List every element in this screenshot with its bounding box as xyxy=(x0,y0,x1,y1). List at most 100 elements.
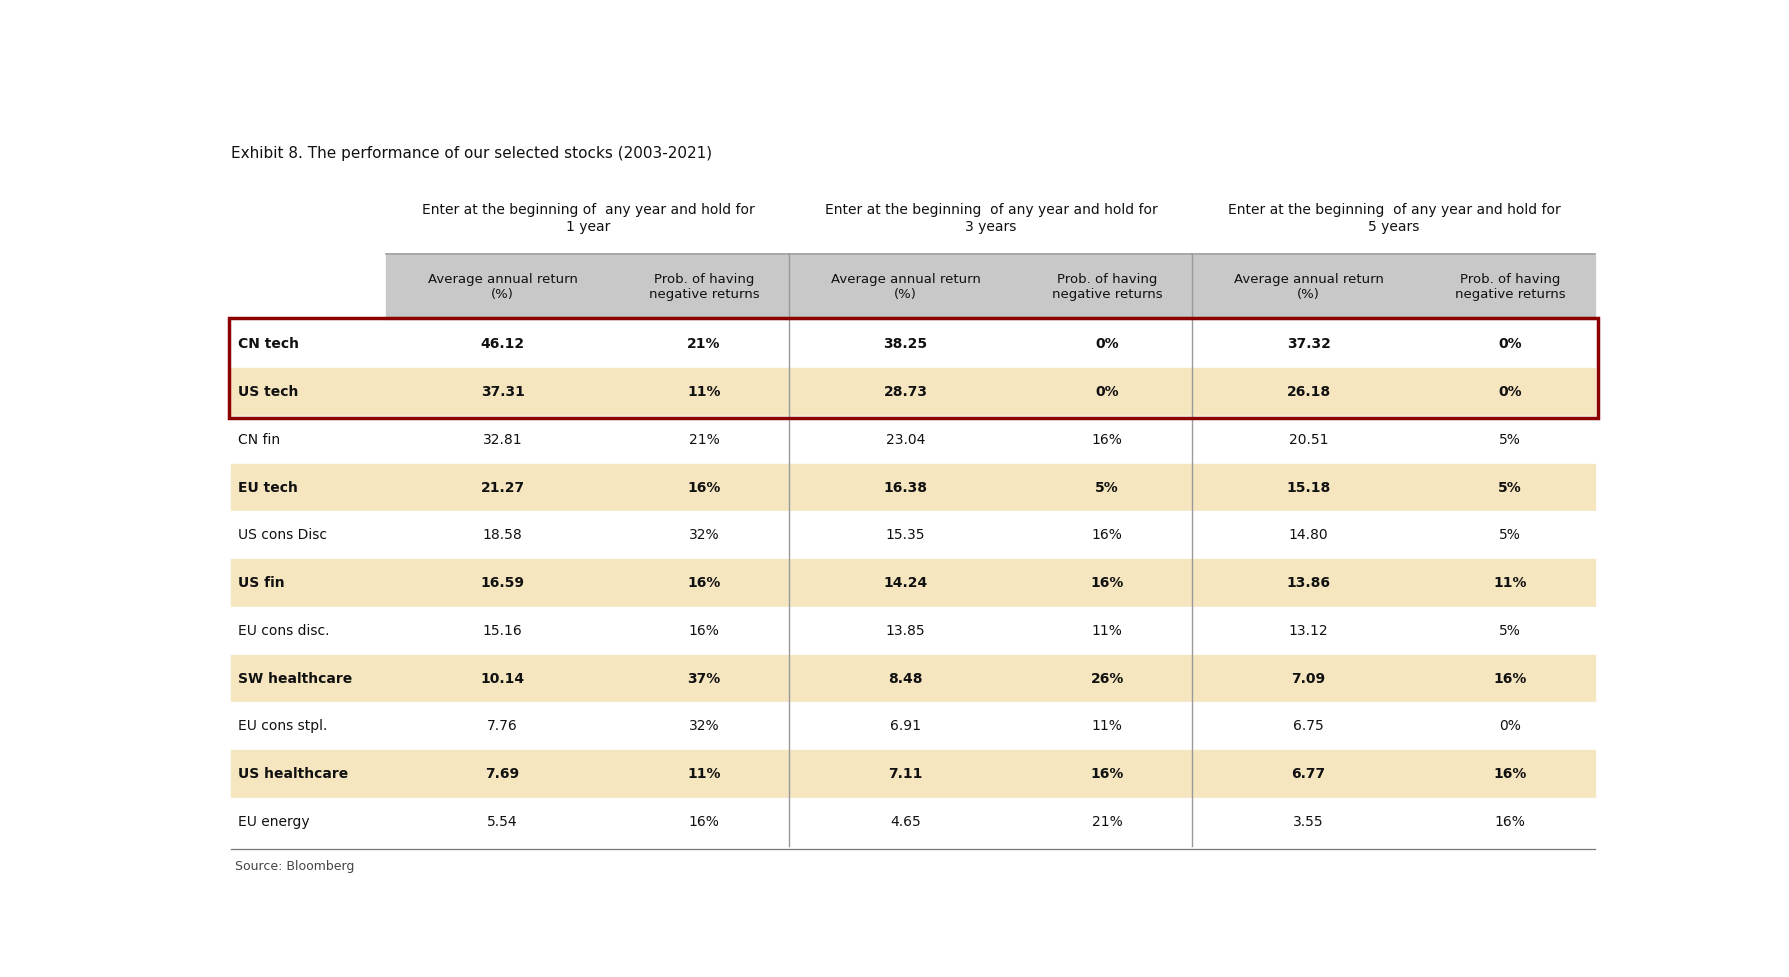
Text: 28.73: 28.73 xyxy=(884,385,928,400)
Text: 16%: 16% xyxy=(1091,433,1122,446)
Bar xyxy=(231,464,1596,512)
Bar xyxy=(231,416,1596,464)
Text: 14.80: 14.80 xyxy=(1288,529,1329,542)
Text: 5.54: 5.54 xyxy=(487,815,519,828)
Text: 0%: 0% xyxy=(1095,337,1118,352)
Text: 37.32: 37.32 xyxy=(1286,337,1331,352)
Text: 16%: 16% xyxy=(1494,815,1526,828)
Bar xyxy=(231,750,1596,798)
Text: 5%: 5% xyxy=(1499,624,1521,638)
Bar xyxy=(231,607,1596,655)
Text: 7.09: 7.09 xyxy=(1292,671,1326,686)
Text: Enter at the beginning  of any year and hold for
5 years: Enter at the beginning of any year and h… xyxy=(1227,203,1560,234)
Text: Prob. of having
negative returns: Prob. of having negative returns xyxy=(1454,273,1565,301)
Text: 16.38: 16.38 xyxy=(884,481,928,494)
Text: EU cons stpl.: EU cons stpl. xyxy=(238,719,327,734)
Text: 11%: 11% xyxy=(1091,719,1122,734)
Text: 16%: 16% xyxy=(1091,576,1123,590)
Text: 21.27: 21.27 xyxy=(481,481,524,494)
Text: 26%: 26% xyxy=(1091,671,1123,686)
Text: SW healthcare: SW healthcare xyxy=(238,671,352,686)
Text: 0%: 0% xyxy=(1499,719,1521,734)
Text: Source: Bloomberg: Source: Bloomberg xyxy=(234,861,354,873)
Text: 8.48: 8.48 xyxy=(889,671,923,686)
Text: 7.11: 7.11 xyxy=(889,767,923,781)
Text: 0%: 0% xyxy=(1095,385,1118,400)
Text: 3.55: 3.55 xyxy=(1293,815,1324,828)
Text: 10.14: 10.14 xyxy=(481,671,524,686)
Text: 0%: 0% xyxy=(1499,385,1522,400)
Text: 13.86: 13.86 xyxy=(1286,576,1331,590)
Text: Prob. of having
negative returns: Prob. of having negative returns xyxy=(649,273,760,301)
Text: Enter at the beginning  of any year and hold for
3 years: Enter at the beginning of any year and h… xyxy=(825,203,1157,234)
Text: 16%: 16% xyxy=(689,815,719,828)
Bar xyxy=(231,559,1596,607)
Text: 0%: 0% xyxy=(1499,337,1522,352)
Text: 15.18: 15.18 xyxy=(1286,481,1331,494)
Text: 14.24: 14.24 xyxy=(884,576,928,590)
Text: US healthcare: US healthcare xyxy=(238,767,347,781)
Text: CN tech: CN tech xyxy=(238,337,299,352)
Text: 21%: 21% xyxy=(689,433,719,446)
Text: Prob. of having
negative returns: Prob. of having negative returns xyxy=(1052,273,1163,301)
Text: 15.16: 15.16 xyxy=(483,624,522,638)
Text: 15.35: 15.35 xyxy=(886,529,925,542)
Text: 11%: 11% xyxy=(687,385,721,400)
Text: 5%: 5% xyxy=(1095,481,1118,494)
Text: 18.58: 18.58 xyxy=(483,529,522,542)
Text: 32%: 32% xyxy=(689,719,719,734)
Bar xyxy=(231,702,1596,750)
Text: 13.85: 13.85 xyxy=(886,624,925,638)
Text: 37.31: 37.31 xyxy=(481,385,524,400)
Text: 16%: 16% xyxy=(687,481,721,494)
Bar xyxy=(231,368,1596,416)
Text: EU cons disc.: EU cons disc. xyxy=(238,624,329,638)
Text: 16%: 16% xyxy=(1091,767,1123,781)
Text: 46.12: 46.12 xyxy=(481,337,524,352)
Text: Exhibit 8. The performance of our selected stocks (2003-2021): Exhibit 8. The performance of our select… xyxy=(231,146,712,161)
Text: Enter at the beginning of  any year and hold for
1 year: Enter at the beginning of any year and h… xyxy=(422,203,755,234)
Bar xyxy=(386,255,1596,319)
Text: 16%: 16% xyxy=(1494,671,1526,686)
Text: 16%: 16% xyxy=(687,576,721,590)
Text: 21%: 21% xyxy=(687,337,721,352)
Bar xyxy=(231,655,1596,702)
Text: CN fin: CN fin xyxy=(238,433,279,446)
Text: 26.18: 26.18 xyxy=(1286,385,1331,400)
Text: 37%: 37% xyxy=(687,671,721,686)
Text: 16%: 16% xyxy=(1091,529,1122,542)
Text: 7.76: 7.76 xyxy=(487,719,519,734)
Text: Average annual return
(%): Average annual return (%) xyxy=(428,273,578,301)
Text: 16%: 16% xyxy=(1494,767,1526,781)
Text: 6.75: 6.75 xyxy=(1293,719,1324,734)
Text: EU energy: EU energy xyxy=(238,815,309,828)
Bar xyxy=(231,320,1596,368)
Text: 13.12: 13.12 xyxy=(1288,624,1329,638)
Text: 5%: 5% xyxy=(1497,481,1522,494)
Text: US cons Disc: US cons Disc xyxy=(238,529,327,542)
Text: 16.59: 16.59 xyxy=(481,576,524,590)
Text: 11%: 11% xyxy=(1091,624,1122,638)
Text: Average annual return
(%): Average annual return (%) xyxy=(830,273,980,301)
Text: US fin: US fin xyxy=(238,576,284,590)
Text: 5%: 5% xyxy=(1499,529,1521,542)
Text: 32%: 32% xyxy=(689,529,719,542)
Text: 11%: 11% xyxy=(1494,576,1526,590)
Text: 6.91: 6.91 xyxy=(891,719,921,734)
Text: 32.81: 32.81 xyxy=(483,433,522,446)
Text: 6.77: 6.77 xyxy=(1292,767,1326,781)
Text: 11%: 11% xyxy=(687,767,721,781)
Text: 21%: 21% xyxy=(1091,815,1122,828)
Text: 23.04: 23.04 xyxy=(886,433,925,446)
Text: US tech: US tech xyxy=(238,385,299,400)
Text: 20.51: 20.51 xyxy=(1288,433,1329,446)
Text: 7.69: 7.69 xyxy=(485,767,519,781)
Text: 5%: 5% xyxy=(1499,433,1521,446)
Text: 38.25: 38.25 xyxy=(884,337,928,352)
Text: 4.65: 4.65 xyxy=(891,815,921,828)
Bar xyxy=(231,798,1596,846)
Text: EU tech: EU tech xyxy=(238,481,297,494)
Text: 16%: 16% xyxy=(689,624,719,638)
Text: Average annual return
(%): Average annual return (%) xyxy=(1234,273,1383,301)
Bar xyxy=(231,512,1596,559)
